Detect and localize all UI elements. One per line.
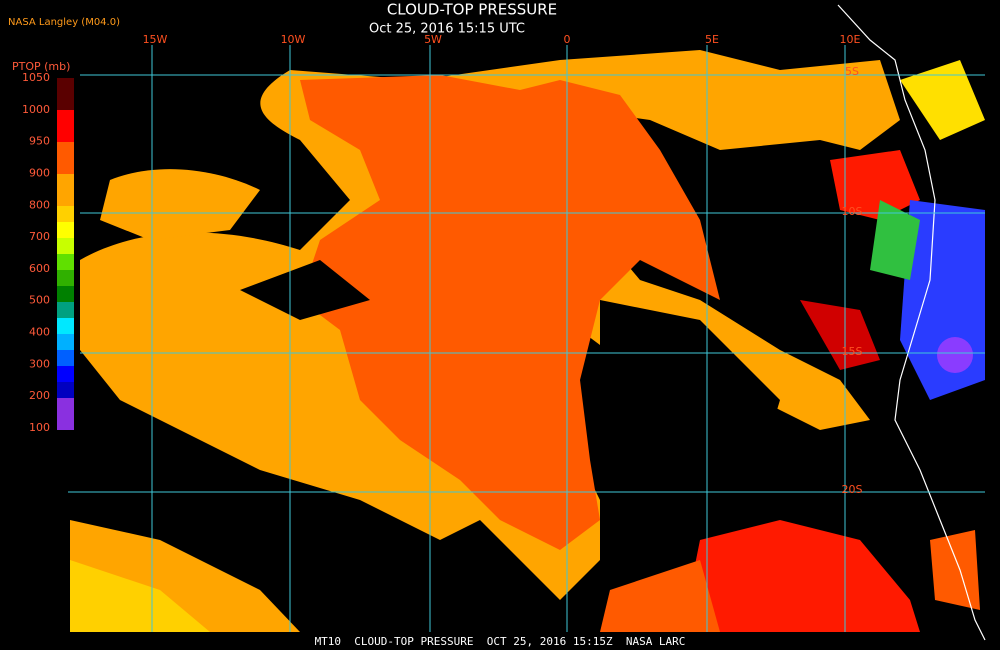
longitude-labels: 15W 10W 5W 0 5E 10E — [143, 33, 861, 46]
legend-label: 800 — [29, 198, 50, 211]
legend-label: 1050 — [22, 71, 50, 84]
lat-label: 15S — [842, 345, 863, 358]
legend-label: 900 — [29, 166, 50, 179]
legend-label: 1000 — [22, 103, 50, 116]
lon-label: 15W — [143, 33, 168, 46]
lon-label: 5E — [705, 33, 719, 46]
lon-label: 5W — [424, 33, 442, 46]
graticule — [68, 45, 985, 632]
legend-title: PTOP (mb) — [12, 60, 70, 73]
timestamp: Oct 25, 2016 15:15 UTC — [369, 22, 525, 37]
legend-label: 700 — [29, 230, 50, 243]
color-legend: PTOP (mb) — [0, 58, 78, 438]
legend-label: 500 — [29, 294, 50, 307]
legend-label: 300 — [29, 357, 50, 370]
title: CLOUD-TOP PRESSURE — [387, 1, 557, 19]
legend-label: 400 — [29, 326, 50, 339]
lat-label: 20S — [842, 483, 863, 496]
legend-labels: 1050 1000 950 900 800 700 600 500 400 300 200 100 — [22, 71, 50, 434]
lat-label: 10S — [842, 205, 863, 218]
legend-label: 100 — [29, 421, 50, 434]
footer-caption: MT10 CLOUD-TOP PRESSURE OCT 25, 2016 15:… — [315, 635, 686, 648]
legend-label: 600 — [29, 262, 50, 275]
lat-label: 5S — [845, 65, 859, 78]
legend-label: 200 — [29, 389, 50, 402]
lon-label: 0 — [564, 33, 571, 46]
lon-label: 10W — [281, 33, 306, 46]
legend-label: 950 — [29, 135, 50, 148]
latitude-labels: 5S 10S 15S 20S — [842, 65, 863, 496]
lon-label: 10E — [840, 33, 861, 46]
cloud-imagery — [70, 50, 985, 632]
coastline — [837, 4, 986, 641]
source-label: NASA Langley (M04.0) — [8, 17, 120, 28]
